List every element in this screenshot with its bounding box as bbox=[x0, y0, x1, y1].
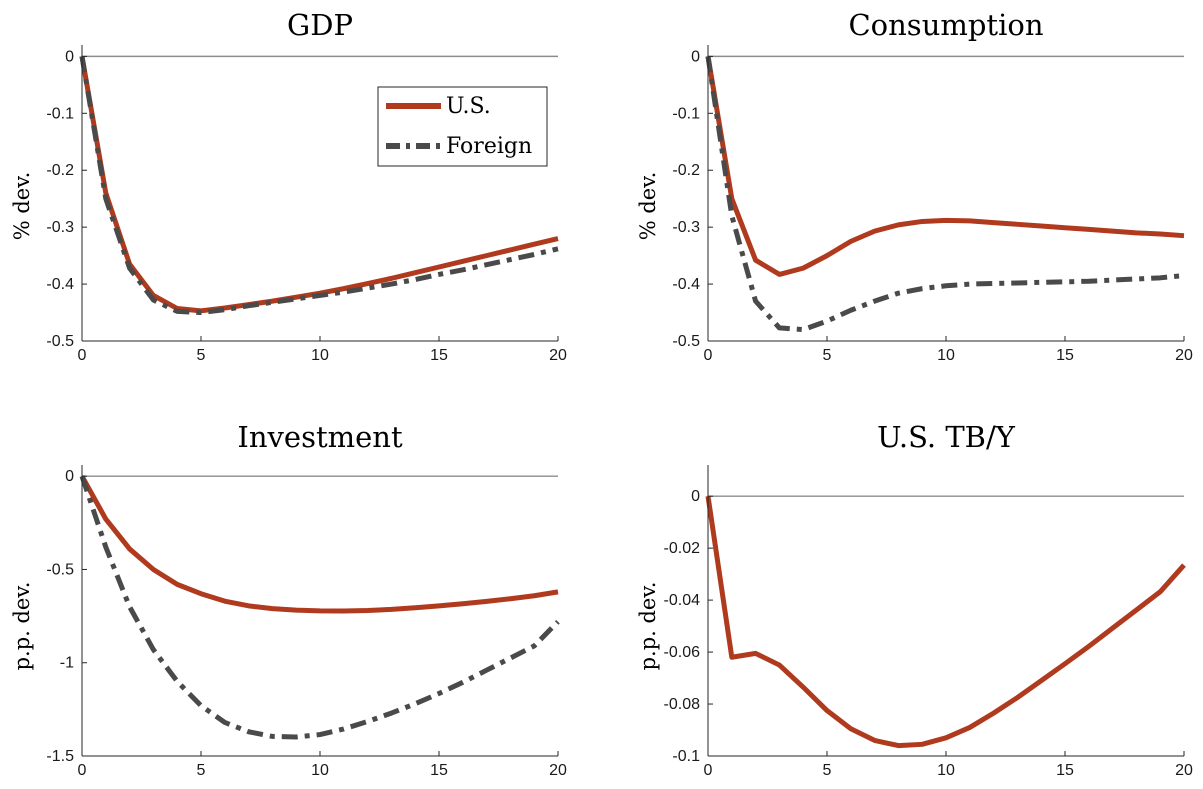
series-line-foreign bbox=[79, 475, 560, 740]
x-tick-label: 5 bbox=[823, 347, 832, 364]
y-tick-label: -0.3 bbox=[672, 219, 700, 236]
panel-gdp: GDP % dev. 0 5 10 15 20 0 -0.1 -0.2 -0.3 -0.4 -0.5… bbox=[10, 8, 567, 364]
plot-area-consumption: 0 5 10 15 20 0 -0.1 -0.2 -0.3 -0.4 -0.5 bbox=[672, 45, 1193, 364]
y-tick-label: -0.02 bbox=[664, 540, 701, 557]
legend-label-us: U.S. bbox=[446, 94, 491, 119]
series-line-foreign bbox=[79, 55, 559, 316]
series-line-foreign bbox=[705, 56, 1185, 333]
legend-box bbox=[377, 86, 548, 167]
x-tick-label: 10 bbox=[937, 762, 955, 779]
y-tick-label: -1.5 bbox=[46, 748, 74, 765]
series-line-us bbox=[79, 474, 559, 614]
x-tick-label: 15 bbox=[430, 762, 448, 779]
y-axis-label: p.p. dev. bbox=[10, 582, 34, 671]
panel-consumption: Consumption % dev. 0 5 10 15 20 0 -0.1 -0.2 -0.3… bbox=[636, 8, 1193, 364]
y-axis-label: % dev. bbox=[636, 172, 660, 241]
plot-area-gdp: 0 5 10 15 20 0 -0.1 -0.2 -0.3 -0.4 -0.5 bbox=[46, 45, 567, 364]
y-tick-label: -0.06 bbox=[664, 644, 701, 661]
panel-title: GDP bbox=[287, 8, 353, 42]
y-tick-label: 0 bbox=[691, 488, 700, 505]
y-tick-label: -0.1 bbox=[672, 748, 700, 765]
y-tick-label: -0.5 bbox=[46, 333, 74, 350]
x-tick-label: 15 bbox=[1056, 347, 1074, 364]
x-tick-label: 10 bbox=[937, 347, 955, 364]
y-axis-label: % dev. bbox=[10, 172, 34, 241]
y-tick-label: 0 bbox=[65, 468, 74, 485]
x-tick-label: 0 bbox=[78, 762, 87, 779]
y-tick-label: -0.1 bbox=[672, 105, 700, 122]
y-tick-label: -0.4 bbox=[672, 276, 700, 293]
plot-area-tby: 0 5 10 15 20 0 -0.02 -0.04 -0.06 -0.08 -0.1 bbox=[664, 465, 1193, 779]
panel-title: Investment bbox=[237, 420, 403, 454]
x-tick-label: 10 bbox=[311, 347, 329, 364]
y-tick-label: 0 bbox=[691, 48, 700, 65]
x-tick-label: 20 bbox=[549, 347, 567, 364]
y-tick-label: -0.1 bbox=[46, 105, 74, 122]
x-tick-label: 0 bbox=[704, 762, 713, 779]
x-tick-label: 20 bbox=[1175, 347, 1193, 364]
x-tick-label: 20 bbox=[1175, 762, 1193, 779]
x-tick-label: 15 bbox=[430, 347, 448, 364]
y-tick-label: -0.2 bbox=[672, 162, 700, 179]
panel-investment: Investment p.p. dev. 0 5 10 15 20 0 -0.5 -1 -1.5 bbox=[10, 420, 567, 779]
legend-label-foreign: Foreign bbox=[446, 134, 532, 159]
y-axis-label: p.p. dev. bbox=[636, 582, 660, 671]
plot-area-investment: 0 5 10 15 20 0 -0.5 -1 -1.5 bbox=[46, 465, 567, 779]
x-tick-label: 20 bbox=[549, 762, 567, 779]
y-tick-label: -0.3 bbox=[46, 219, 74, 236]
y-tick-label: -0.5 bbox=[46, 561, 74, 578]
x-tick-label: 0 bbox=[704, 347, 713, 364]
panel-title: U.S. TB/Y bbox=[877, 420, 1016, 454]
x-tick-label: 5 bbox=[197, 762, 206, 779]
y-tick-label: -0.4 bbox=[46, 276, 74, 293]
x-tick-label: 0 bbox=[78, 347, 87, 364]
x-tick-label: 15 bbox=[1056, 762, 1074, 779]
x-tick-label: 5 bbox=[197, 347, 206, 364]
y-tick-label: 0 bbox=[65, 48, 74, 65]
y-tick-label: -0.08 bbox=[664, 696, 701, 713]
x-tick-label: 10 bbox=[311, 762, 329, 779]
y-tick-label: -1 bbox=[60, 655, 74, 672]
legend: U.S. Foreign bbox=[377, 86, 548, 167]
y-tick-label: -0.04 bbox=[664, 592, 701, 609]
y-tick-label: -0.2 bbox=[46, 162, 74, 179]
panel-title: Consumption bbox=[848, 8, 1043, 42]
series-line-us bbox=[705, 495, 1186, 749]
y-tick-label: -0.5 bbox=[672, 333, 700, 350]
panel-tby: U.S. TB/Y p.p. dev. 0 5 10 15 20 0 -0.02 -0.04 -… bbox=[636, 420, 1193, 779]
series-line-us bbox=[705, 55, 1185, 277]
x-tick-label: 5 bbox=[823, 762, 832, 779]
